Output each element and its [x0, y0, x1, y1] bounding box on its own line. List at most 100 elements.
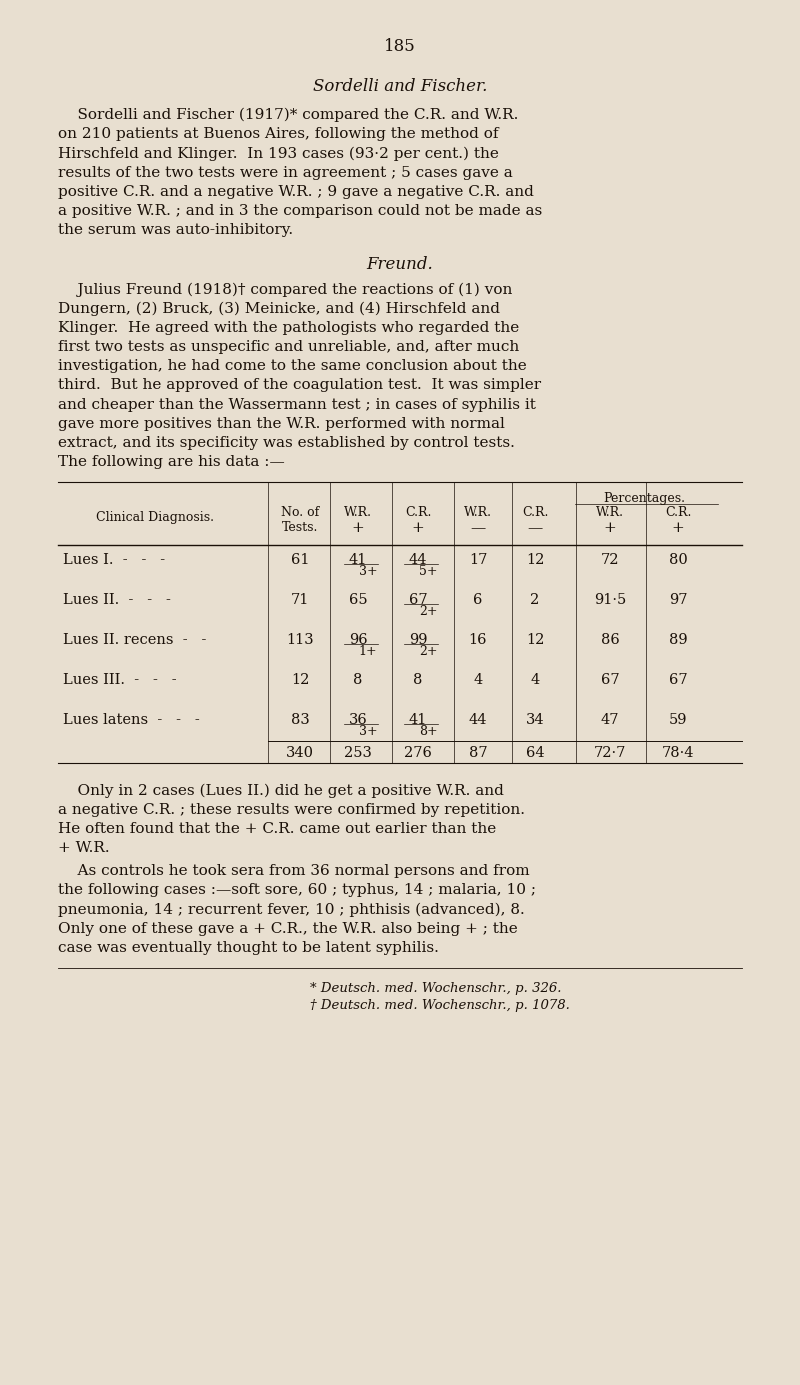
- Text: 67: 67: [669, 673, 687, 687]
- Text: 44: 44: [469, 713, 487, 727]
- Text: on 210 patients at Buenos Aires, following the method of: on 210 patients at Buenos Aires, followi…: [58, 127, 498, 141]
- Text: a negative C.R. ; these results were confirmed by repetition.: a negative C.R. ; these results were con…: [58, 802, 525, 817]
- Text: —: —: [527, 521, 542, 536]
- Text: Percentages.: Percentages.: [603, 493, 685, 506]
- Text: Only one of these gave a + C.R., the W.R. also being + ; the: Only one of these gave a + C.R., the W.R…: [58, 922, 518, 936]
- Text: positive C.R. and a negative W.R. ; 9 gave a negative C.R. and: positive C.R. and a negative W.R. ; 9 ga…: [58, 184, 534, 199]
- Text: +: +: [672, 521, 684, 536]
- Text: 67: 67: [601, 673, 619, 687]
- Text: 276: 276: [404, 747, 432, 760]
- Text: 99: 99: [409, 633, 427, 647]
- Text: a positive W.R. ; and in 3 the comparison could not be made as: a positive W.R. ; and in 3 the compariso…: [58, 204, 542, 217]
- Text: C.R.: C.R.: [665, 507, 691, 519]
- Text: 12: 12: [291, 673, 309, 687]
- Text: As controls he took sera from 36 normal persons and from: As controls he took sera from 36 normal …: [58, 864, 530, 878]
- Text: † Deutsch. med. Wochenschr., p. 1078.: † Deutsch. med. Wochenschr., p. 1078.: [310, 999, 570, 1012]
- Text: 41: 41: [349, 554, 367, 568]
- Text: 12: 12: [526, 554, 544, 568]
- Text: the serum was auto-inhibitory.: the serum was auto-inhibitory.: [58, 223, 293, 237]
- Text: 64: 64: [526, 747, 544, 760]
- Text: Tests.: Tests.: [282, 521, 318, 535]
- Text: case was eventually thought to be latent syphilis.: case was eventually thought to be latent…: [58, 940, 439, 956]
- Text: 59: 59: [669, 713, 687, 727]
- Text: 3+: 3+: [358, 565, 378, 579]
- Text: 97: 97: [669, 593, 687, 608]
- Text: —: —: [470, 521, 486, 536]
- Text: 65: 65: [349, 593, 367, 608]
- Text: results of the two tests were in agreement ; 5 cases gave a: results of the two tests were in agreeme…: [58, 166, 513, 180]
- Text: 80: 80: [669, 554, 687, 568]
- Text: 113: 113: [286, 633, 314, 647]
- Text: Dungern, (2) Bruck, (3) Meinicke, and (4) Hirschfeld and: Dungern, (2) Bruck, (3) Meinicke, and (4…: [58, 302, 500, 316]
- Text: 89: 89: [669, 633, 687, 647]
- Text: Lues III.  -   -   -: Lues III. - - -: [63, 673, 177, 687]
- Text: 41: 41: [409, 713, 427, 727]
- Text: third.  But he approved of the coagulation test.  It was simpler: third. But he approved of the coagulatio…: [58, 378, 541, 392]
- Text: * Deutsch. med. Wochenschr., p. 326.: * Deutsch. med. Wochenschr., p. 326.: [310, 982, 562, 996]
- Text: 47: 47: [601, 713, 619, 727]
- Text: 17: 17: [469, 554, 487, 568]
- Text: 71: 71: [291, 593, 309, 608]
- Text: 6: 6: [474, 593, 482, 608]
- Text: 16: 16: [469, 633, 487, 647]
- Text: investigation, he had come to the same conclusion about the: investigation, he had come to the same c…: [58, 359, 526, 373]
- Text: 72·7: 72·7: [594, 747, 626, 760]
- Text: W.R.: W.R.: [464, 507, 492, 519]
- Text: 2: 2: [530, 593, 540, 608]
- Text: 44: 44: [409, 554, 427, 568]
- Text: + W.R.: + W.R.: [58, 841, 110, 855]
- Text: Lues latens  -   -   -: Lues latens - - -: [63, 713, 200, 727]
- Text: 12: 12: [526, 633, 544, 647]
- Text: 2+: 2+: [418, 645, 438, 658]
- Text: 5+: 5+: [418, 565, 438, 579]
- Text: 8: 8: [354, 673, 362, 687]
- Text: 36: 36: [349, 713, 367, 727]
- Text: W.R.: W.R.: [344, 507, 372, 519]
- Text: 8: 8: [414, 673, 422, 687]
- Text: and cheaper than the Wassermann test ; in cases of syphilis it: and cheaper than the Wassermann test ; i…: [58, 397, 536, 411]
- Text: Sordelli and Fischer (1917)* compared the C.R. and W.R.: Sordelli and Fischer (1917)* compared th…: [58, 108, 518, 122]
- Text: 185: 185: [384, 37, 416, 55]
- Text: 34: 34: [526, 713, 544, 727]
- Text: gave more positives than the W.R. performed with normal: gave more positives than the W.R. perfor…: [58, 417, 505, 431]
- Text: 8+: 8+: [418, 726, 438, 738]
- Text: Only in 2 cases (Lues II.) did he get a positive W.R. and: Only in 2 cases (Lues II.) did he get a …: [58, 784, 504, 798]
- Text: 253: 253: [344, 747, 372, 760]
- Text: He often found that the + C.R. came out earlier than the: He often found that the + C.R. came out …: [58, 821, 496, 835]
- Text: W.R.: W.R.: [596, 507, 624, 519]
- Text: Julius Freund (1918)† compared the reactions of (1) von: Julius Freund (1918)† compared the react…: [58, 283, 512, 296]
- Text: 340: 340: [286, 747, 314, 760]
- Text: Hirschfeld and Klinger.  In 193 cases (93·2 per cent.) the: Hirschfeld and Klinger. In 193 cases (93…: [58, 147, 499, 161]
- Text: 86: 86: [601, 633, 619, 647]
- Text: +: +: [352, 521, 364, 536]
- Text: first two tests as unspecific and unreliable, and, after much: first two tests as unspecific and unreli…: [58, 339, 519, 355]
- Text: Freund.: Freund.: [366, 256, 434, 273]
- Text: +: +: [604, 521, 616, 536]
- Text: extract, and its specificity was established by control tests.: extract, and its specificity was establi…: [58, 436, 515, 450]
- Text: 2+: 2+: [418, 605, 438, 618]
- Text: Lues II. recens  -   -: Lues II. recens - -: [63, 633, 206, 647]
- Text: Lues I.  -   -   -: Lues I. - - -: [63, 554, 165, 568]
- Text: the following cases :—soft sore, 60 ; typhus, 14 ; malaria, 10 ;: the following cases :—soft sore, 60 ; ty…: [58, 884, 536, 897]
- Text: pneumonia, 14 ; recurrent fever, 10 ; phthisis (advanced), 8.: pneumonia, 14 ; recurrent fever, 10 ; ph…: [58, 903, 525, 917]
- Text: Lues II.  -   -   -: Lues II. - - -: [63, 593, 171, 608]
- Text: 61: 61: [290, 554, 310, 568]
- Text: 67: 67: [409, 593, 427, 608]
- Text: No. of: No. of: [281, 507, 319, 519]
- Text: 87: 87: [469, 747, 487, 760]
- Text: 91·5: 91·5: [594, 593, 626, 608]
- Text: 78·4: 78·4: [662, 747, 694, 760]
- Text: 83: 83: [290, 713, 310, 727]
- Text: 3+: 3+: [358, 726, 378, 738]
- Text: C.R.: C.R.: [522, 507, 548, 519]
- Text: The following are his data :—: The following are his data :—: [58, 456, 285, 470]
- Text: 96: 96: [349, 633, 367, 647]
- Text: 4: 4: [474, 673, 482, 687]
- Text: Clinical Diagnosis.: Clinical Diagnosis.: [96, 511, 214, 525]
- Text: +: +: [412, 521, 424, 536]
- Text: 1+: 1+: [358, 645, 378, 658]
- Text: 72: 72: [601, 554, 619, 568]
- Text: C.R.: C.R.: [405, 507, 431, 519]
- Text: Sordelli and Fischer.: Sordelli and Fischer.: [313, 78, 487, 96]
- Text: Klinger.  He agreed with the pathologists who regarded the: Klinger. He agreed with the pathologists…: [58, 321, 519, 335]
